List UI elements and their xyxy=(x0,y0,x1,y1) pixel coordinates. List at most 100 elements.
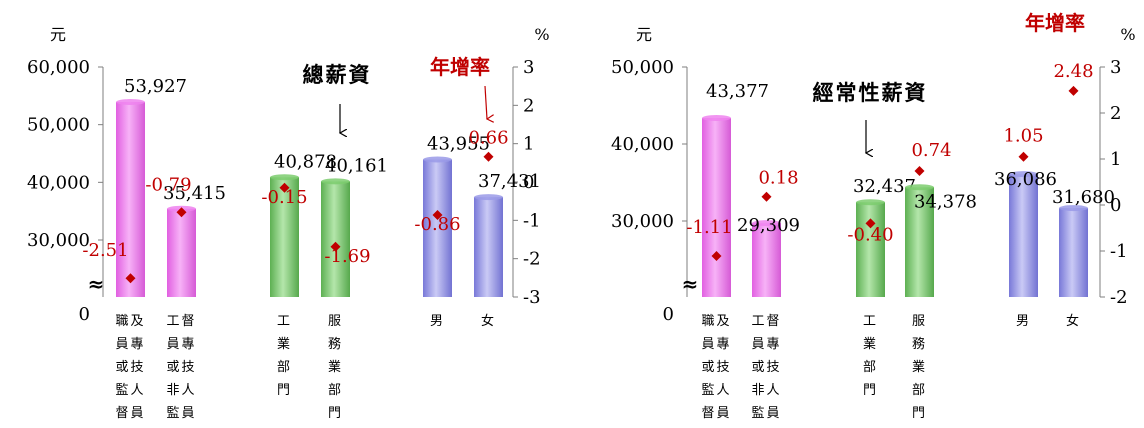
bar-value-label: 32,437 xyxy=(853,176,916,197)
bar xyxy=(270,177,299,297)
growth-marker xyxy=(125,273,136,284)
y-tick-label: 0 xyxy=(79,304,90,325)
growth-series-label: 年增率 xyxy=(1025,11,1085,35)
category-label: 職及 xyxy=(701,314,731,329)
category-label: 部 xyxy=(912,383,927,398)
category-label: 員專 xyxy=(115,337,145,352)
y2-tick-label: -3 xyxy=(523,287,541,308)
growth-marker xyxy=(330,241,341,252)
growth-value-label: -1.11 xyxy=(686,217,732,238)
growth-value-label: 1.05 xyxy=(1003,126,1043,147)
axis-break-symbol: ≈ xyxy=(682,272,699,296)
category-label: 督員 xyxy=(115,406,145,421)
bar-value-label: 40,878 xyxy=(274,151,337,172)
y-tick-label: 30,000 xyxy=(27,230,90,251)
bar-value-label: 43,377 xyxy=(706,81,769,102)
bar xyxy=(752,223,781,297)
category-label: 女 xyxy=(1066,313,1081,329)
y2-tick-label: 1 xyxy=(1110,149,1121,170)
bar-top xyxy=(474,194,503,201)
category-label: 或技 xyxy=(701,360,731,375)
growth-marker xyxy=(761,191,772,202)
bar-value-label: 31,680 xyxy=(1052,187,1115,208)
bar-top xyxy=(1059,205,1088,212)
regular-wage-chart: 0 30,000 40,000 50,000 -2 -1 0 1 2 3 元 % ≈43,377 29,3… xyxy=(611,11,1136,421)
bar-value-label: 36,086 xyxy=(994,169,1057,190)
y-tick-label: 40,000 xyxy=(611,134,674,155)
growth-value-label: -2.51 xyxy=(82,240,128,261)
y-tick-label: 50,000 xyxy=(611,57,674,78)
category-label: 業 xyxy=(863,336,878,352)
bar xyxy=(702,117,731,297)
bar-value-label: 37,431 xyxy=(478,171,541,192)
total-wage-chart: 0 30,000 40,000 50,000 60,000 -3 -2 -1 0 1 2 3 元 % ≈53… xyxy=(27,25,550,421)
category-label: 或技 xyxy=(751,360,781,375)
category-label: 監人 xyxy=(115,382,145,398)
category-label: 門 xyxy=(328,406,343,421)
category-label: 男 xyxy=(1016,314,1031,329)
category-label: 員專 xyxy=(751,337,781,352)
category-label: 門 xyxy=(863,383,878,398)
bar xyxy=(423,159,452,297)
category-label: 務 xyxy=(328,337,343,352)
category-label: 工督 xyxy=(751,314,781,329)
bar-value-label: 35,415 xyxy=(163,183,226,204)
growth-marker xyxy=(432,209,443,220)
bar xyxy=(905,187,934,297)
category-label: 或技 xyxy=(166,360,196,375)
y2-unit-label: % xyxy=(1120,25,1135,44)
growth-value-label: 0.74 xyxy=(911,140,951,161)
bar-value-label: 34,378 xyxy=(914,191,977,212)
chart-title: 總薪資 xyxy=(303,62,372,87)
bar xyxy=(856,202,885,297)
bar-top xyxy=(856,199,885,206)
y-unit-label: 元 xyxy=(636,25,652,44)
growth-value-label: 0.18 xyxy=(758,168,798,189)
growth-series-arrow xyxy=(484,85,487,119)
y-tick-label: 40,000 xyxy=(27,172,90,193)
y2-tick-label: 3 xyxy=(1110,57,1121,78)
bar xyxy=(474,197,503,297)
y-tick-label: 60,000 xyxy=(27,57,90,78)
category-label: 工 xyxy=(277,314,292,329)
growth-series-label: 年增率 xyxy=(430,55,490,79)
bar-value-label: 29,309 xyxy=(737,215,800,236)
bar xyxy=(1059,208,1088,297)
category-label: 女 xyxy=(481,313,496,329)
category-label: 部 xyxy=(863,360,878,375)
bar-top xyxy=(1009,171,1038,178)
bar-top xyxy=(905,184,934,191)
y2-tick-label: 3 xyxy=(523,57,534,78)
growth-marker xyxy=(1068,85,1079,96)
growth-value-label: -0.79 xyxy=(145,174,191,195)
axis-break-symbol: ≈ xyxy=(88,272,105,296)
growth-value-label: 2.48 xyxy=(1053,61,1093,82)
y2-tick-label: -1 xyxy=(1110,241,1128,262)
y2-unit-label: % xyxy=(534,25,549,44)
growth-value-label: -0.86 xyxy=(414,214,460,235)
bar-value-label: 53,927 xyxy=(124,76,187,97)
growth-marker xyxy=(914,165,925,176)
category-label: 員專 xyxy=(166,337,196,352)
chart-title: 經常性薪資 xyxy=(813,80,928,105)
y2-tick-label: -1 xyxy=(523,210,541,231)
growth-marker xyxy=(1018,151,1029,162)
growth-marker xyxy=(279,182,290,193)
category-label: 監員 xyxy=(166,405,196,421)
y2-tick-label: 2 xyxy=(1110,103,1121,124)
growth-value-label: -1.69 xyxy=(324,246,370,267)
category-label: 員專 xyxy=(701,337,731,352)
bar-top xyxy=(270,174,299,181)
growth-marker xyxy=(865,218,876,229)
y-tick-label: 0 xyxy=(663,304,674,325)
bar-value-label: 40,161 xyxy=(325,155,388,176)
category-label: 業 xyxy=(328,359,343,375)
y-tick-label: 50,000 xyxy=(27,115,90,136)
bar xyxy=(116,102,145,297)
category-label: 工督 xyxy=(166,314,196,329)
growth-value-label: -0.15 xyxy=(261,187,307,208)
category-label: 門 xyxy=(277,383,292,398)
category-label: 男 xyxy=(430,314,445,329)
category-label: 服 xyxy=(328,314,343,329)
